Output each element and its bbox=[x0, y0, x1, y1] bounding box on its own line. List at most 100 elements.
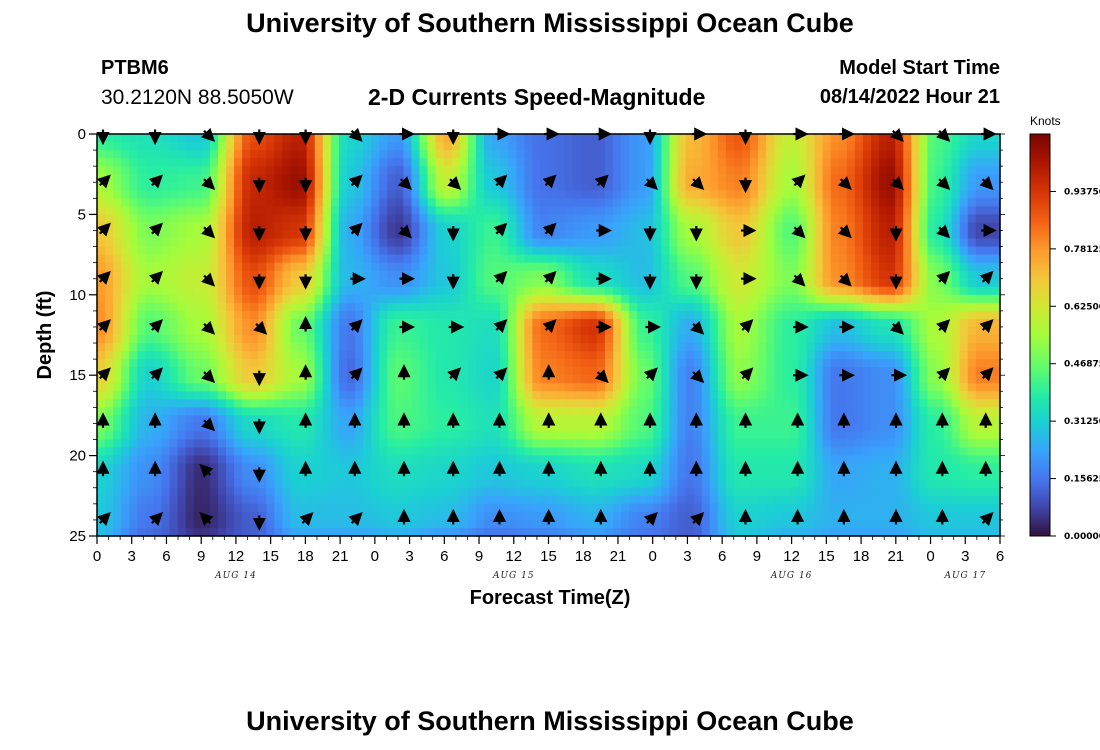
heatmap-cell bbox=[911, 134, 920, 143]
heatmap-cell bbox=[548, 399, 558, 408]
heatmap-cell bbox=[709, 391, 719, 400]
heatmap-cell bbox=[508, 463, 517, 473]
heatmap-cell bbox=[266, 487, 275, 497]
heatmap-cell bbox=[725, 367, 735, 376]
heatmap-cell bbox=[153, 238, 163, 248]
heatmap-cell bbox=[234, 471, 243, 481]
heatmap-cell bbox=[395, 326, 404, 336]
heatmap-cell bbox=[250, 246, 259, 256]
heatmap-cell bbox=[709, 367, 719, 376]
heatmap-cell bbox=[484, 254, 493, 264]
heatmap-cell bbox=[298, 198, 308, 207]
heatmap-cell bbox=[935, 198, 945, 207]
heatmap-cell bbox=[572, 286, 582, 296]
heatmap-cell bbox=[991, 262, 1001, 272]
heatmap-cell bbox=[943, 246, 953, 256]
heatmap-cell bbox=[540, 214, 550, 224]
heatmap-cell bbox=[427, 198, 437, 207]
heatmap-cell bbox=[475, 198, 485, 207]
model-start-value: 08/14/2022 Hour 21 bbox=[819, 86, 1000, 108]
heatmap-cell bbox=[516, 318, 525, 328]
heatmap-cell bbox=[572, 254, 582, 264]
heatmap-cell bbox=[556, 270, 566, 280]
heatmap-cell bbox=[943, 335, 953, 344]
heatmap-cell bbox=[524, 351, 533, 360]
heatmap-cell bbox=[991, 335, 1001, 344]
heatmap-cell bbox=[540, 286, 550, 296]
heatmap-cell bbox=[717, 335, 727, 344]
heatmap-cell bbox=[330, 294, 340, 304]
heatmap-cell bbox=[621, 206, 630, 215]
heatmap-cell bbox=[588, 439, 598, 449]
heatmap-cell bbox=[226, 351, 235, 360]
heatmap-cell bbox=[217, 294, 227, 304]
heatmap-cell bbox=[193, 375, 203, 384]
heatmap-cell bbox=[266, 471, 275, 481]
heatmap-cell bbox=[121, 399, 130, 408]
heatmap-cell bbox=[258, 166, 267, 175]
heatmap-cell bbox=[346, 407, 356, 416]
heatmap-cell bbox=[282, 222, 292, 232]
heatmap-cell bbox=[113, 174, 122, 183]
heatmap-cell bbox=[919, 286, 929, 296]
heatmap-cell bbox=[653, 326, 662, 336]
heatmap-cell bbox=[685, 262, 695, 272]
heatmap-cell bbox=[459, 447, 469, 457]
heatmap-cell bbox=[451, 214, 461, 224]
heatmap-cell bbox=[467, 254, 477, 264]
heatmap-cell bbox=[959, 399, 969, 408]
heatmap-cell bbox=[822, 318, 832, 328]
heatmap-cell bbox=[798, 351, 808, 360]
heatmap-cell bbox=[709, 431, 719, 441]
heatmap-cell bbox=[121, 310, 130, 320]
heatmap-cell bbox=[371, 262, 380, 272]
heatmap-cell bbox=[330, 375, 340, 384]
heatmap-cell bbox=[677, 206, 687, 215]
heatmap-cell bbox=[234, 310, 243, 320]
heatmap-cell bbox=[266, 431, 275, 441]
heatmap-cell bbox=[379, 335, 388, 344]
heatmap-cell bbox=[403, 447, 413, 457]
heatmap-cell bbox=[903, 214, 912, 224]
heatmap-cell bbox=[596, 158, 606, 167]
heatmap-cell bbox=[750, 238, 759, 248]
heatmap-cell bbox=[742, 447, 751, 457]
heatmap-cell bbox=[669, 415, 679, 425]
heatmap-cell bbox=[338, 359, 348, 368]
heatmap-cell bbox=[451, 262, 461, 272]
heatmap-cell bbox=[580, 407, 590, 416]
heatmap-cell bbox=[451, 455, 461, 465]
heatmap-cell bbox=[403, 326, 413, 336]
heatmap-cell bbox=[145, 142, 155, 151]
heatmap-cell bbox=[443, 447, 453, 457]
heatmap-cell bbox=[935, 399, 945, 408]
heatmap-cell bbox=[484, 166, 493, 175]
heatmap-cell bbox=[806, 407, 816, 416]
heatmap-cell bbox=[274, 439, 284, 449]
heatmap-cell bbox=[806, 359, 816, 368]
heatmap-cell bbox=[919, 142, 929, 151]
heatmap-cell bbox=[975, 214, 985, 224]
heatmap-cell bbox=[822, 351, 832, 360]
heatmap-cell bbox=[532, 238, 542, 248]
heatmap-cell bbox=[983, 407, 993, 416]
heatmap-cell bbox=[524, 174, 533, 183]
heatmap-cell bbox=[217, 278, 227, 288]
heatmap-cell bbox=[556, 367, 566, 376]
heatmap-cell bbox=[169, 158, 179, 167]
heatmap-cell bbox=[871, 246, 880, 256]
heatmap-cell bbox=[371, 343, 380, 352]
heatmap-cell bbox=[564, 359, 574, 368]
heatmap-cell bbox=[967, 238, 977, 248]
heatmap-cell bbox=[371, 399, 380, 408]
heatmap-cell bbox=[806, 166, 816, 175]
heatmap-cell bbox=[177, 262, 187, 272]
heatmap-cell bbox=[338, 391, 348, 400]
heatmap-cell bbox=[750, 471, 759, 481]
heatmap-cell bbox=[459, 166, 469, 175]
heatmap-cell bbox=[371, 383, 380, 392]
heatmap-cell bbox=[290, 238, 300, 248]
heatmap-cell bbox=[250, 206, 259, 215]
heatmap-cell bbox=[983, 391, 993, 400]
heatmap-cell bbox=[145, 479, 155, 489]
